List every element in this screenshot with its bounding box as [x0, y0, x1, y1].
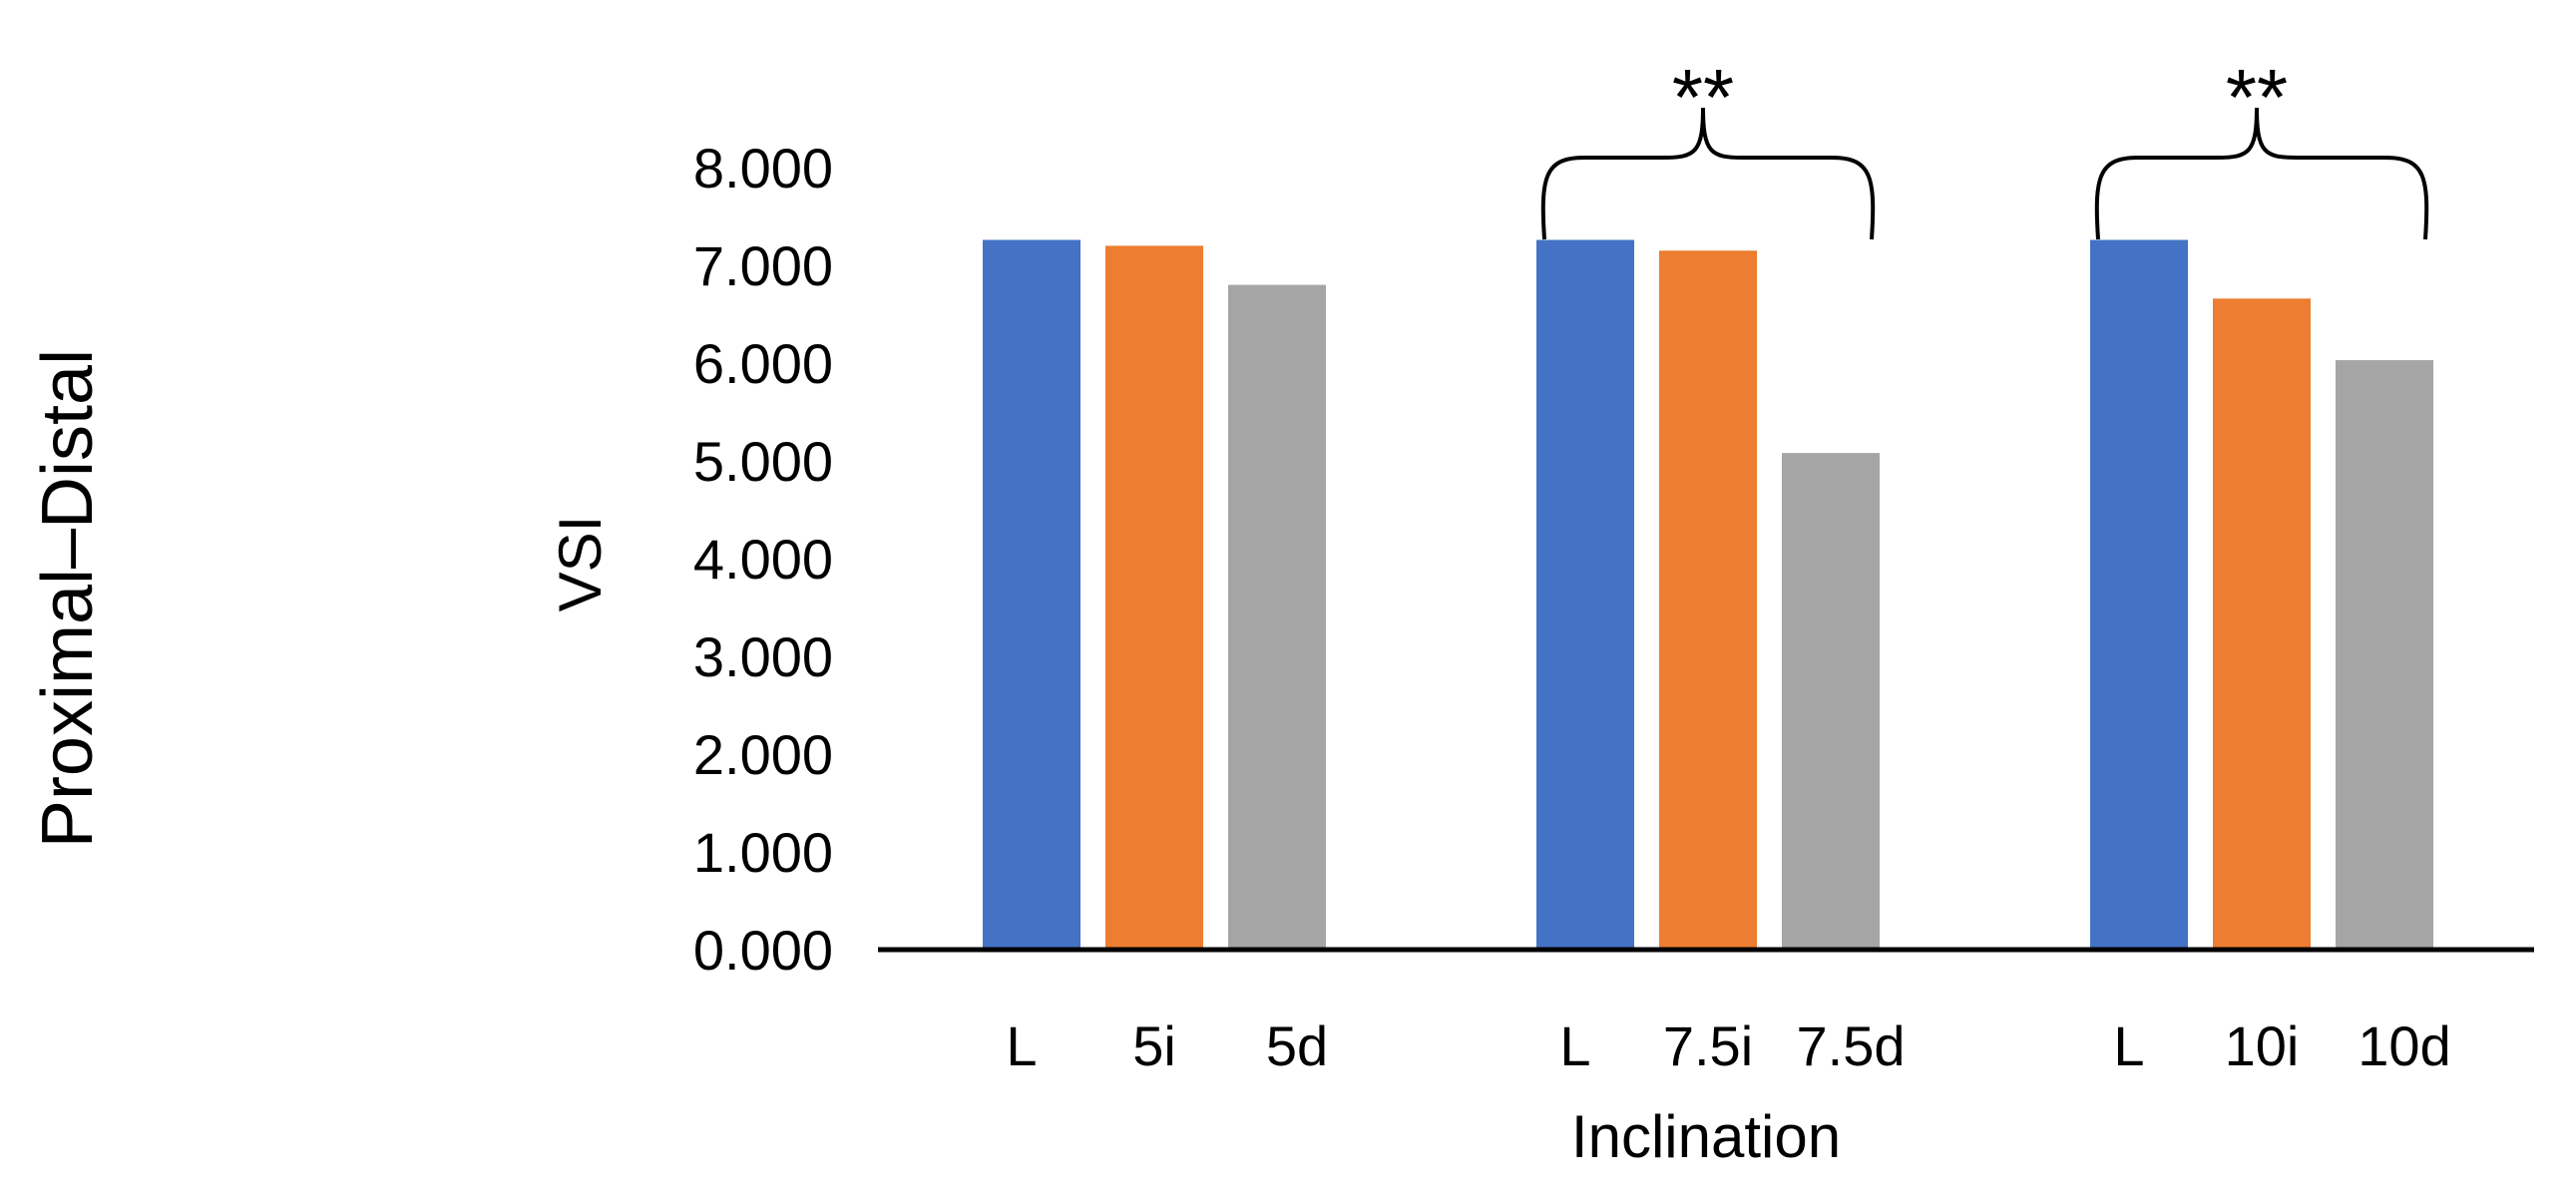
y-tick-label: 0.000: [693, 919, 833, 982]
category-label: 10d: [2358, 1014, 2450, 1077]
y-tick-label: 8.000: [693, 137, 833, 200]
bar-10-L: [2090, 239, 2188, 950]
bar-7.5-L: [1536, 239, 1634, 950]
bar-7.5-7.5i: [1659, 250, 1757, 951]
significance-annotations: ** **: [1540, 53, 2429, 240]
y-tick-label: 7.000: [693, 234, 833, 297]
bars: [983, 239, 2433, 951]
y-tick-label: 4.000: [693, 528, 833, 591]
significance-stars: **: [1672, 53, 1734, 142]
y-axis-title: VSI: [547, 516, 614, 612]
category-label: 10i: [2225, 1014, 2300, 1077]
category-label: L: [1559, 1014, 1590, 1077]
category-label: 7.5i: [1663, 1014, 1753, 1077]
bar-10-10i: [2213, 298, 2311, 950]
x-axis-title: Inclination: [1571, 1103, 1841, 1170]
y-axis-tick-labels: 0.000 1.000 2.000 3.000 4.000 5.000 6.000 7.000…: [693, 137, 833, 982]
category-label: L: [1006, 1014, 1037, 1077]
bar-5-L: [983, 239, 1080, 950]
category-label: 5d: [1266, 1014, 1328, 1077]
category-labels: L 5i 5d L 7.5i 7.5d L 10i 10d: [1006, 1014, 2450, 1077]
category-label: L: [2113, 1014, 2144, 1077]
side-title: Proximal–Distal: [28, 349, 108, 848]
y-tick-label: 5.000: [693, 430, 833, 493]
significance-brace: [1540, 107, 1876, 240]
y-tick-label: 6.000: [693, 332, 833, 395]
category-label: 7.5d: [1797, 1014, 1906, 1077]
y-tick-label: 3.000: [693, 625, 833, 688]
y-tick-label: 2.000: [693, 723, 833, 786]
significance-stars: **: [2226, 53, 2288, 142]
bar-5-5i: [1105, 245, 1203, 950]
bar-5-5d: [1228, 284, 1326, 951]
bar-7.5-7.5d: [1782, 453, 1880, 950]
y-tick-label: 1.000: [693, 821, 833, 884]
bar-10-10d: [2336, 360, 2433, 950]
significance-brace: [2094, 107, 2429, 240]
category-label: 5i: [1132, 1014, 1176, 1077]
